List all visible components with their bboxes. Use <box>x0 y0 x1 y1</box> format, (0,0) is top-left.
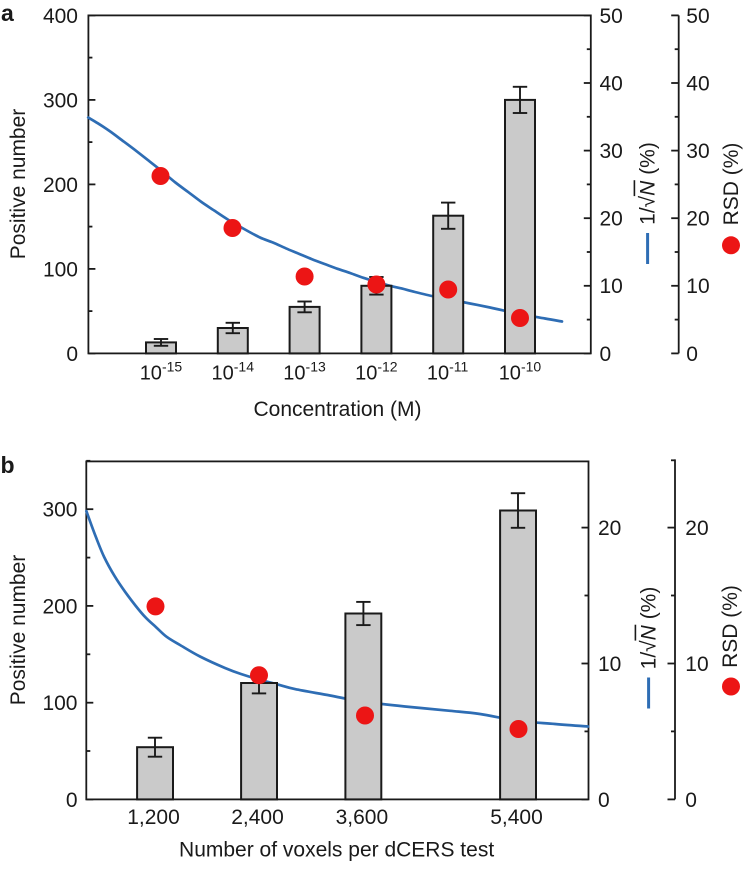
svg-text:0: 0 <box>598 789 610 812</box>
svg-text:30: 30 <box>686 140 709 163</box>
svg-text:3,600: 3,600 <box>336 806 389 829</box>
svg-text:50: 50 <box>686 5 709 28</box>
svg-text:0: 0 <box>600 343 612 366</box>
svg-text:1/√N (%): 1/√N (%) <box>638 587 661 670</box>
svg-text:10: 10 <box>600 275 623 298</box>
svg-text:5,400: 5,400 <box>490 806 543 829</box>
svg-text:300: 300 <box>42 499 77 522</box>
svg-text:0: 0 <box>686 343 698 366</box>
svg-text:100: 100 <box>42 692 77 715</box>
svg-text:200: 200 <box>42 595 77 618</box>
svg-text:300: 300 <box>43 89 78 112</box>
svg-text:RSD (%): RSD (%) <box>720 143 743 226</box>
svg-text:a: a <box>1 0 14 26</box>
svg-text:0: 0 <box>66 343 78 366</box>
svg-text:0: 0 <box>685 789 697 812</box>
svg-text:1/√N (%): 1/√N (%) <box>637 142 660 225</box>
svg-text:b: b <box>1 452 15 478</box>
svg-text:2,400: 2,400 <box>231 806 284 829</box>
svg-text:10: 10 <box>598 653 621 676</box>
svg-text:Number of voxels per dCERS tes: Number of voxels per dCERS test <box>179 839 494 862</box>
svg-text:10: 10 <box>686 275 709 298</box>
svg-text:Positive number: Positive number <box>7 555 30 706</box>
svg-text:1,200: 1,200 <box>127 806 180 829</box>
svg-text:20: 20 <box>685 517 708 540</box>
svg-text:20: 20 <box>686 208 709 231</box>
svg-text:40: 40 <box>686 72 709 95</box>
svg-text:50: 50 <box>600 5 623 28</box>
svg-text:100: 100 <box>43 258 78 281</box>
svg-text:Concentration (M): Concentration (M) <box>253 398 421 421</box>
svg-text:10: 10 <box>685 653 708 676</box>
svg-text:20: 20 <box>598 517 621 540</box>
svg-text:20: 20 <box>600 208 623 231</box>
svg-text:400: 400 <box>43 5 78 28</box>
svg-text:200: 200 <box>43 174 78 197</box>
svg-text:0: 0 <box>66 789 78 812</box>
svg-text:40: 40 <box>600 72 623 95</box>
svg-text:RSD (%): RSD (%) <box>719 585 742 668</box>
svg-text:30: 30 <box>600 140 623 163</box>
svg-text:Positive number: Positive number <box>7 109 30 260</box>
